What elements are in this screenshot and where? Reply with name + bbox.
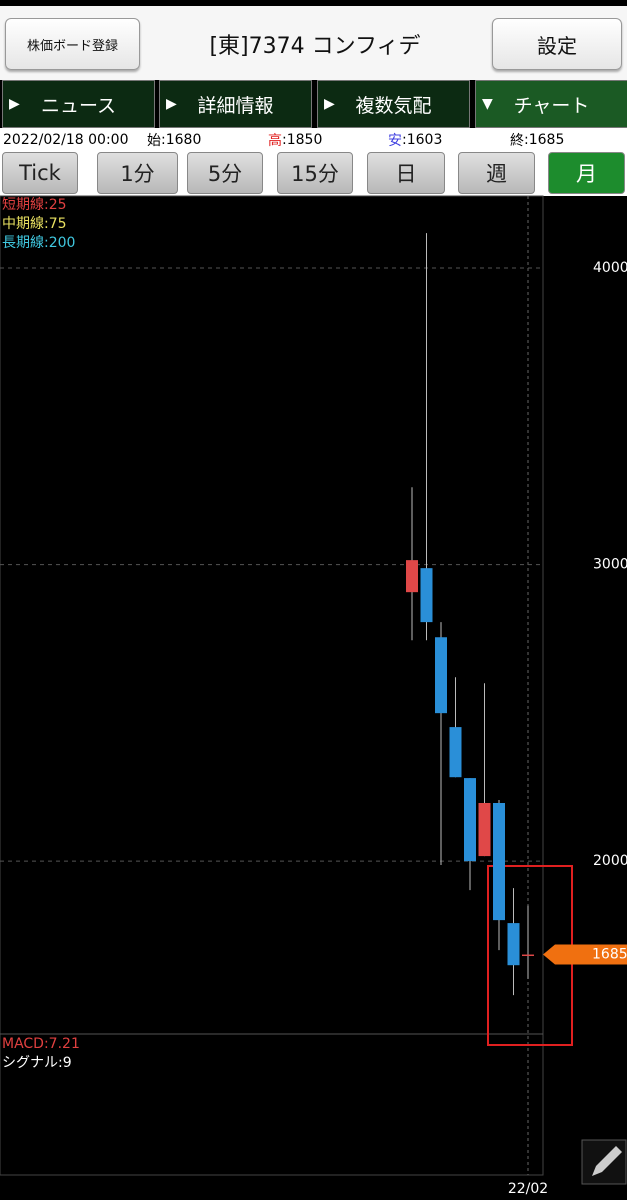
info-label: 高 — [268, 133, 282, 149]
candle-body — [507, 923, 520, 966]
tab-arrow: ▶ — [9, 96, 20, 112]
tab-label: 詳細情報 — [197, 94, 274, 117]
pencil-icon[interactable] — [581, 1139, 627, 1185]
price-tag — [543, 944, 627, 965]
tab[interactable]: ▶ 詳細情報 — [159, 80, 312, 128]
info-value: :1685 — [524, 132, 565, 148]
info-item: 終:1685 — [510, 130, 564, 150]
y-tick-label: 3000 — [593, 557, 627, 573]
candle-body — [493, 803, 505, 921]
info-row — [0, 128, 627, 152]
info-item: 始:1680 — [147, 130, 201, 150]
price-tag-label: 1685 — [592, 947, 627, 963]
tab-arrow: ▶ — [324, 96, 335, 112]
info-label: 安 — [388, 133, 402, 149]
macd-label: MACD:7.21 — [2, 1036, 80, 1052]
tab-label: チャート — [513, 94, 590, 117]
candle-body — [522, 954, 534, 957]
period-button[interactable]: 1分 — [97, 152, 178, 194]
info-value: :1603 — [402, 132, 443, 148]
candle-body — [478, 803, 491, 857]
period-button[interactable]: 15分 — [277, 152, 353, 194]
info-date: 2022/02/18 00:00 — [3, 132, 129, 148]
period-button[interactable]: 月 — [548, 152, 625, 194]
candle-body — [420, 568, 433, 623]
tab[interactable]: ▶ 複数気配 — [317, 80, 470, 128]
info-value: :1850 — [282, 132, 323, 148]
candle-body — [449, 727, 462, 778]
info-item: 高:1850 — [268, 130, 322, 150]
tab[interactable]: ▼ チャート — [475, 80, 627, 128]
info-item: 安:1603 — [388, 130, 442, 150]
info-value: :1680 — [161, 132, 202, 148]
period-button[interactable]: 5分 — [187, 152, 263, 194]
y-tick-label: 2000 — [593, 853, 627, 869]
candle-body — [406, 560, 418, 593]
indicator-label: 短期線:25 — [2, 197, 67, 213]
x-tick-label: 22/02 — [508, 1181, 548, 1197]
title: [東]7374 コンフィデ — [209, 34, 421, 59]
macd-label: シグナル:9 — [2, 1055, 72, 1071]
period-button[interactable]: Tick — [2, 152, 78, 194]
indicator-label: 長期線:200 — [2, 235, 75, 251]
info-label: 始 — [147, 133, 161, 149]
period-button[interactable]: 週 — [458, 152, 535, 194]
tab-arrow: ▼ — [482, 96, 493, 112]
y-tick-label: 4000 — [593, 260, 627, 276]
tab-label: 複数気配 — [355, 94, 432, 117]
board-button[interactable]: 株価ボード登録 — [5, 18, 140, 70]
tab-arrow: ▶ — [166, 96, 177, 112]
candle-body — [464, 778, 476, 862]
candle-body — [435, 637, 447, 714]
chart-frame — [0, 195, 544, 1176]
settings-button[interactable]: 設定 — [492, 18, 622, 70]
tab-label: ニュース — [40, 94, 117, 117]
tab[interactable]: ▶ ニュース — [2, 80, 155, 128]
info-label: 終 — [510, 133, 524, 149]
period-button[interactable]: 日 — [367, 152, 445, 194]
indicator-label: 中期線:75 — [2, 216, 67, 232]
